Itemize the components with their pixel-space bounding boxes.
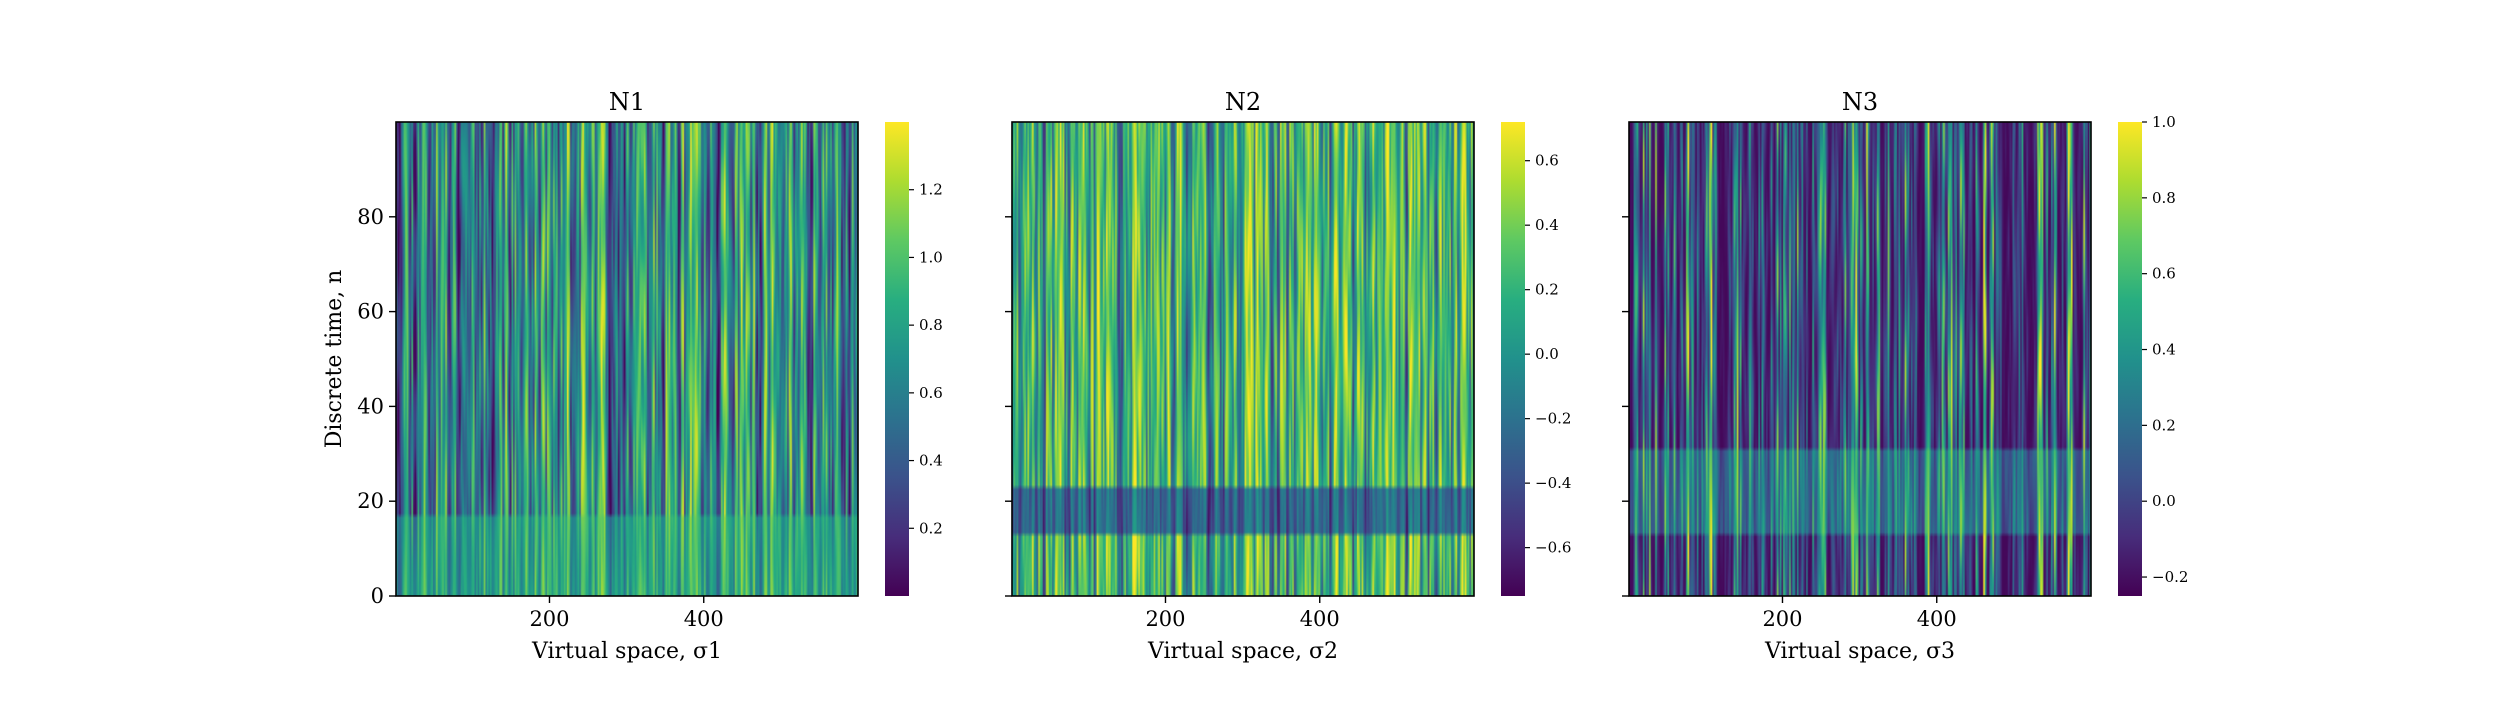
colorbar-tick-label: 1.0 [919, 248, 943, 266]
colorbar-gradient [885, 122, 909, 596]
colorbar-gradient [1501, 122, 1525, 596]
colorbar-tick-label: 0.4 [1535, 216, 1559, 234]
x-tick-label: 400 [1300, 607, 1340, 631]
colorbar-tick-label: 0.8 [2152, 189, 2176, 207]
panel-n1: N1 200 400 0 20 40 60 80 Virtual space, σ1 Di… [322, 88, 943, 664]
colorbar-tick-label: 0.0 [1535, 345, 1559, 363]
y-tick-label: 80 [357, 205, 384, 229]
colorbar-n2: −0.6 −0.4 −0.2 0.0 0.2 0.4 0.6 [1501, 122, 1571, 596]
x-tick-label: 400 [684, 607, 724, 631]
x-axis-label-n1: Virtual space, σ1 [531, 639, 722, 664]
colorbar-tick-label: 0.8 [919, 316, 943, 334]
colorbar-tick-label: 0.6 [1535, 152, 1559, 170]
colorbar-tick-label: 0.6 [919, 384, 943, 402]
y-tick-label: 0 [371, 584, 384, 608]
x-tick-label: 200 [529, 607, 569, 631]
colorbar-tick-label: 0.6 [2152, 265, 2176, 283]
heatmap-n2 [1012, 122, 1474, 596]
panel-title-n2: N2 [1225, 88, 1261, 116]
colorbar-tick-label: −0.4 [1535, 474, 1571, 492]
colorbar-tick-label: 0.4 [2152, 341, 2176, 359]
x-ticks-n1: 200 400 [529, 596, 724, 631]
heatmap-n1 [396, 122, 858, 596]
x-axis-label-n2: Virtual space, σ2 [1147, 639, 1338, 664]
y-axis-label-n1: Discrete time, n [322, 270, 347, 449]
plot-frame-n3 [1628, 121, 2092, 597]
colorbar-tick-label: 1.0 [2152, 113, 2176, 131]
panel-n2: N2 200 400 Virtual space, σ2 −0.6 −0.4 −0.2… [1005, 88, 1571, 664]
panel-n3: N3 200 400 Virtual space, σ3 −0.2 0.0 0.2 0.… [1622, 88, 2188, 664]
colorbar-tick-label: 0.2 [919, 519, 943, 537]
colorbar-tick-label: −0.2 [1535, 410, 1571, 428]
colorbar-tick-label: 0.0 [2152, 492, 2176, 510]
heatmap-n3 [1629, 122, 2091, 596]
colorbar-n3: −0.2 0.0 0.2 0.4 0.6 0.8 1.0 [2118, 113, 2188, 596]
x-ticks-n2: 200 400 [1145, 596, 1340, 631]
y-tick-label: 40 [357, 394, 384, 418]
x-tick-label: 200 [1762, 607, 1802, 631]
colorbar-tick-label: 1.2 [919, 181, 943, 199]
colorbar-tick-label: 0.4 [919, 452, 943, 470]
y-tick-label: 60 [357, 300, 384, 324]
colorbar-gradient [2118, 122, 2142, 596]
y-ticks-n3 [1622, 216, 1629, 597]
y-ticks-n1: 0 20 40 60 80 [357, 205, 396, 608]
colorbar-n1: 0.2 0.4 0.6 0.8 1.0 1.2 [885, 122, 943, 596]
panel-title-n3: N3 [1842, 88, 1878, 116]
heatmap-image [396, 122, 858, 596]
colorbar-tick-label: 0.2 [1535, 281, 1559, 299]
plot-frame-n2 [1011, 121, 1475, 597]
x-ticks-n3: 200 400 [1762, 596, 1957, 631]
y-ticks-n2 [1005, 216, 1012, 597]
y-tick-label: 20 [357, 489, 384, 513]
plot-frame-n1 [395, 121, 859, 597]
heatmap-image [1629, 122, 2091, 596]
heatmap-image [1012, 122, 1474, 596]
colorbar-tick-label: −0.2 [2152, 568, 2188, 586]
colorbar-tick-label: 0.2 [2152, 416, 2176, 434]
x-axis-label-n3: Virtual space, σ3 [1764, 639, 1955, 664]
colorbar-tick-label: −0.6 [1535, 539, 1571, 557]
x-tick-label: 400 [1917, 607, 1957, 631]
x-tick-label: 200 [1145, 607, 1185, 631]
panel-title-n1: N1 [609, 88, 645, 116]
